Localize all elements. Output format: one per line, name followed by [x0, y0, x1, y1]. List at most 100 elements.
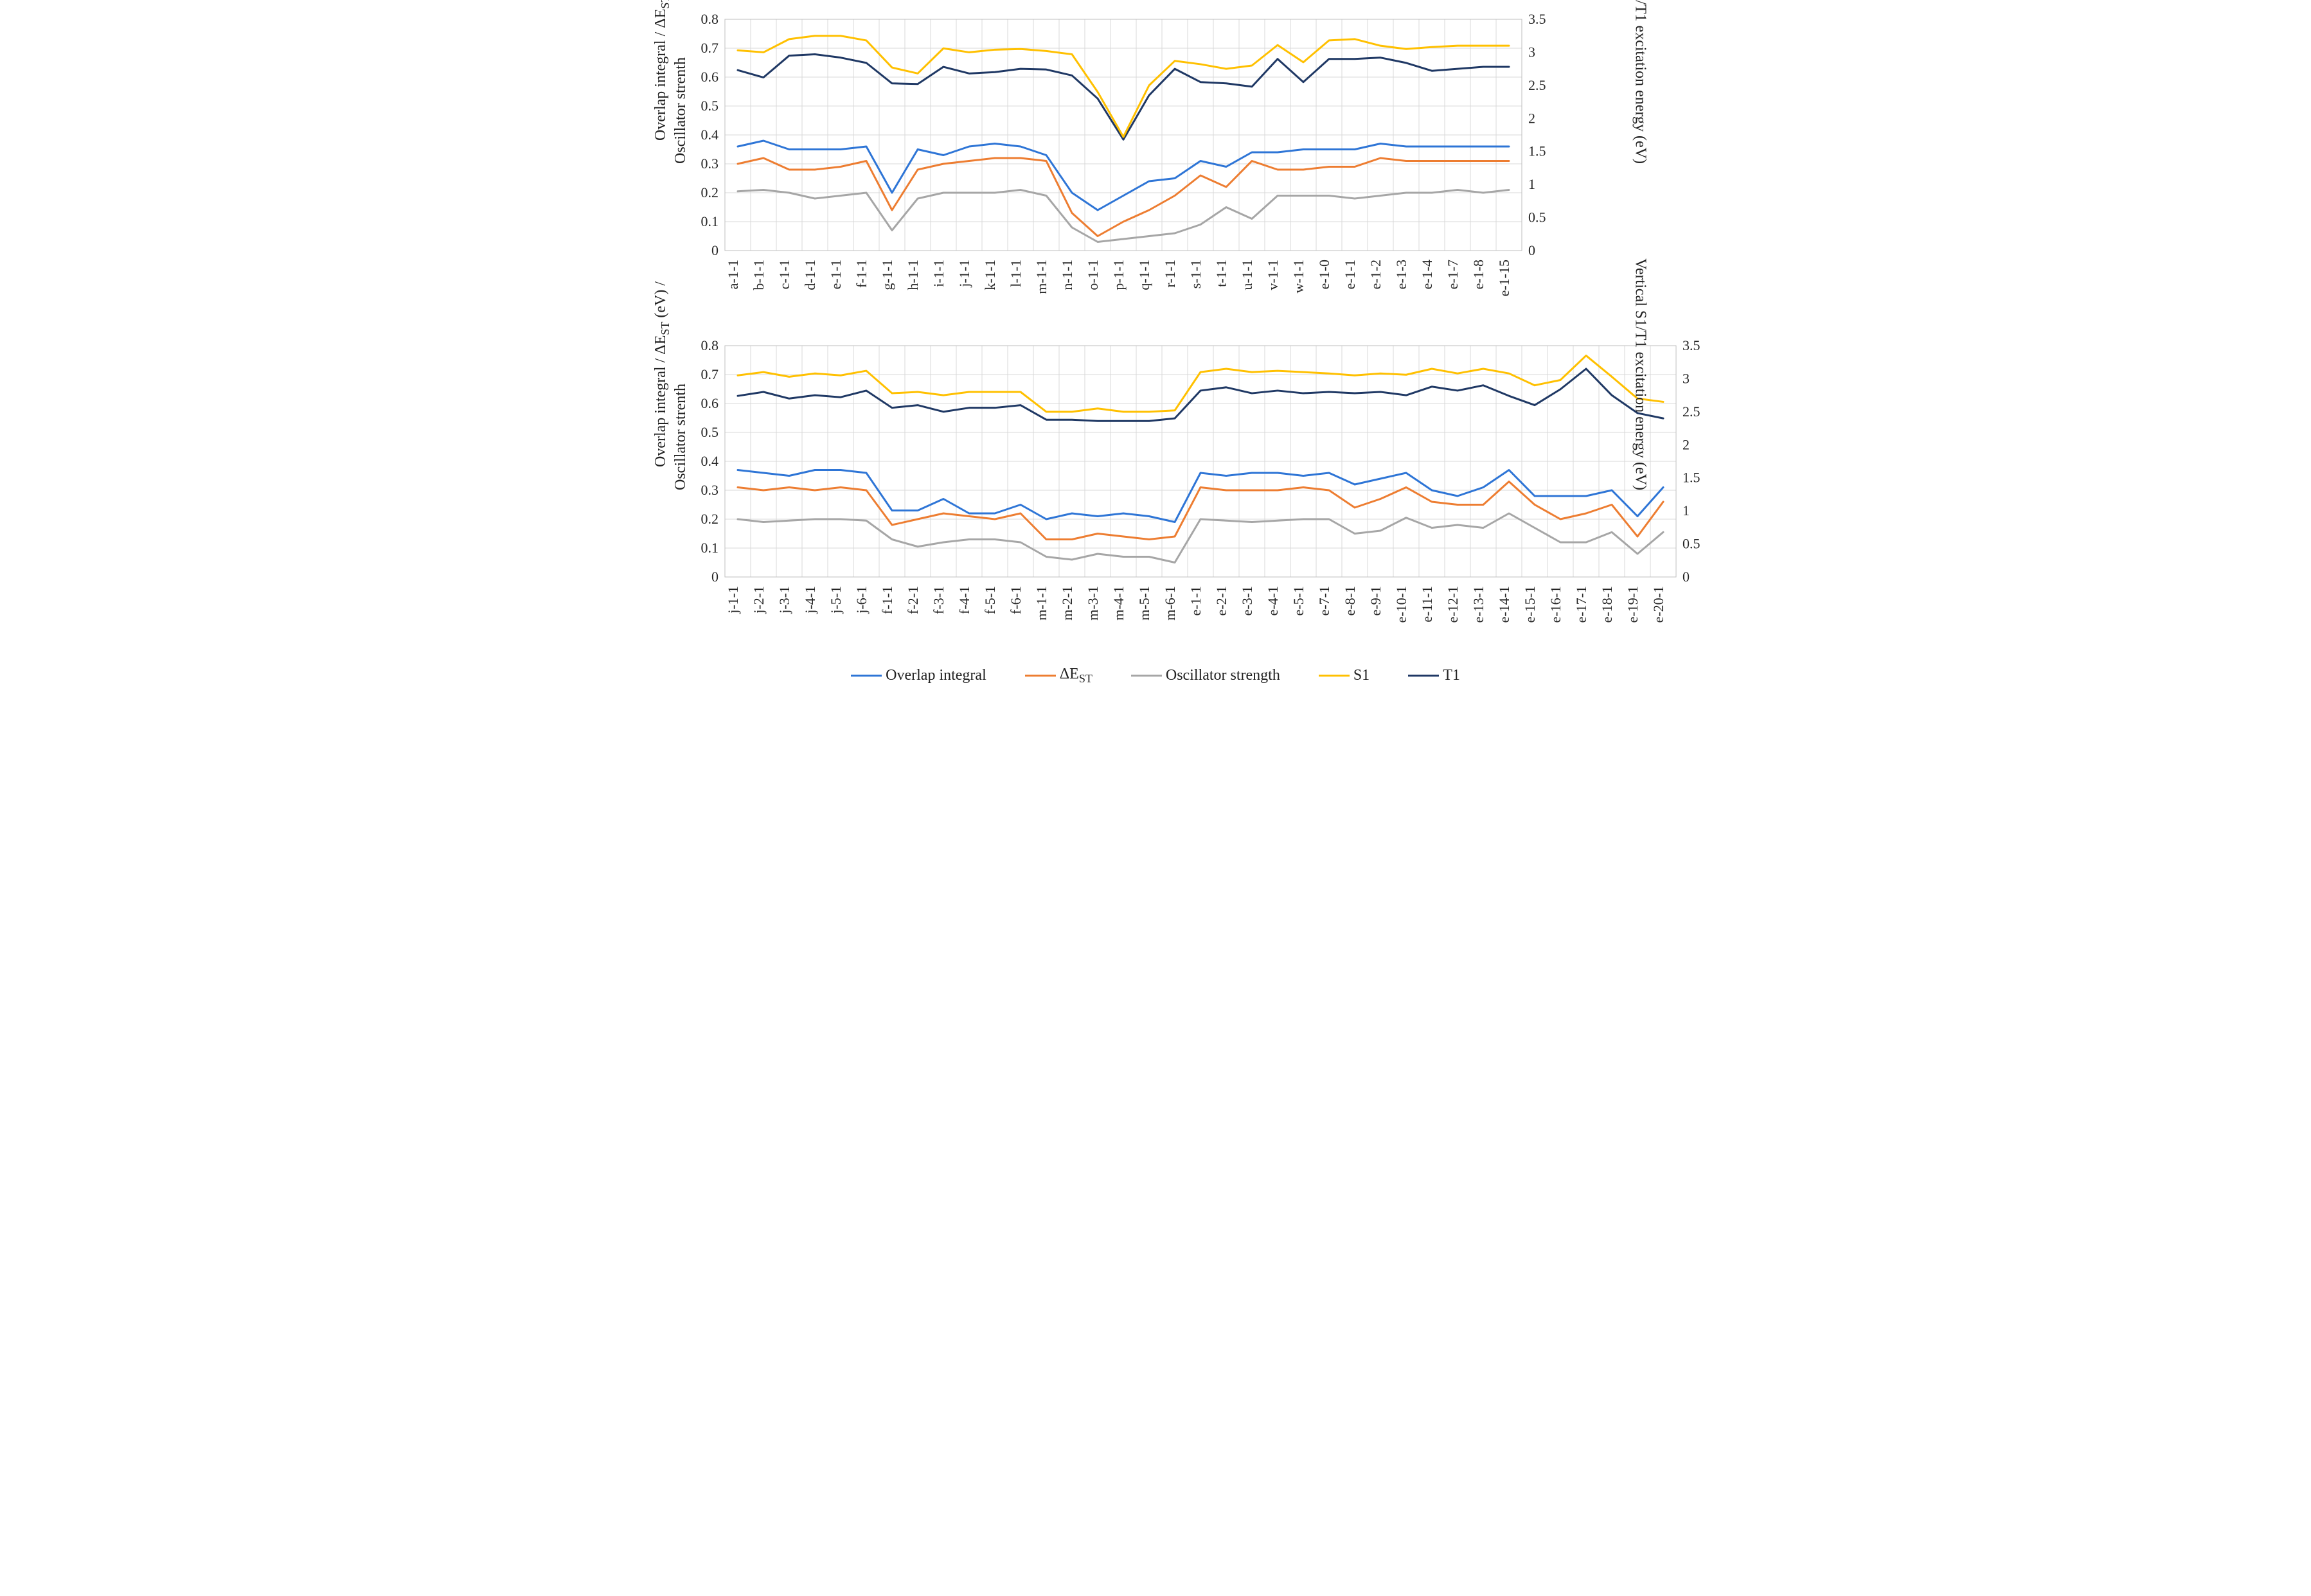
- x-label: f-5-1: [982, 586, 998, 614]
- svg-text:0: 0: [1528, 242, 1535, 258]
- x-label: t-1-1: [1213, 260, 1229, 287]
- y-left-title-top: Overlap integral / ΔEST (eV) / Oscillato…: [635, 0, 707, 164]
- x-label: f-1-1: [853, 260, 870, 288]
- chart-top: 00.10.20.30.40.50.60.70.800.511.522.533.…: [680, 13, 1567, 312]
- x-label: e-16-1: [1548, 586, 1564, 623]
- x-label: f-1-1: [879, 586, 895, 614]
- x-label: j-4-1: [802, 586, 818, 614]
- svg-text:3: 3: [1528, 44, 1535, 60]
- x-label: g-1-1: [879, 260, 895, 290]
- x-label: e-11-1: [1419, 586, 1435, 623]
- legend-label-dest: ΔEST: [1060, 666, 1093, 686]
- legend-swatch-dest: [1025, 675, 1056, 677]
- legend-label-s1: S1: [1353, 667, 1370, 684]
- x-label: m-2-1: [1059, 586, 1075, 621]
- svg-text:2: 2: [1682, 436, 1690, 452]
- x-label: e-15-1: [1522, 586, 1538, 623]
- svg-text:3.5: 3.5: [1682, 339, 1700, 353]
- svg-text:0: 0: [711, 569, 718, 585]
- x-label: s-1-1: [1188, 260, 1204, 288]
- x-label: n-1-1: [1059, 260, 1075, 290]
- svg-text:3: 3: [1682, 370, 1690, 386]
- x-label: e-1-7: [1445, 260, 1461, 289]
- svg-text:3.5: 3.5: [1528, 13, 1546, 27]
- svg-text:2: 2: [1528, 110, 1535, 126]
- x-label: m-1-1: [1033, 260, 1049, 294]
- x-label: m-6-1: [1162, 586, 1178, 621]
- x-label: w-1-1: [1290, 260, 1307, 294]
- x-label: p-1-1: [1111, 260, 1127, 290]
- x-label: k-1-1: [982, 260, 998, 290]
- chart-bottom-wrapper: Overlap integral / ΔEST (eV) / Oscillato…: [680, 339, 1631, 641]
- svg-text:0: 0: [1682, 569, 1690, 585]
- x-label: d-1-1: [802, 260, 818, 290]
- x-label: j-1-1: [956, 260, 972, 288]
- legend-swatch-t1: [1408, 675, 1439, 677]
- legend-overlap: Overlap integral: [851, 666, 986, 686]
- legend-label-osc: Oscillator strength: [1166, 667, 1280, 684]
- x-label: j-2-1: [751, 586, 767, 614]
- x-label: f-4-1: [956, 586, 972, 614]
- x-label: e-14-1: [1496, 586, 1512, 623]
- x-label: e-13-1: [1470, 586, 1486, 623]
- svg-text:0.1: 0.1: [701, 540, 719, 556]
- x-label: e-1-15: [1496, 260, 1512, 296]
- x-label: m-1-1: [1033, 586, 1049, 621]
- svg-text:0.2: 0.2: [701, 184, 719, 200]
- x-label: j-1-1: [725, 586, 741, 614]
- legend-s1: S1: [1319, 666, 1370, 686]
- chart-top-wrapper: Overlap integral / ΔEST (eV) / Oscillato…: [680, 13, 1631, 315]
- legend-label-t1: T1: [1443, 667, 1460, 684]
- x-label: e-17-1: [1573, 586, 1589, 623]
- x-label: e-1-3: [1393, 260, 1409, 289]
- svg-text:1.5: 1.5: [1528, 143, 1546, 159]
- legend-osc: Oscillator strength: [1131, 666, 1280, 686]
- legend-swatch-osc: [1131, 675, 1162, 677]
- x-label: e-1-1: [1188, 586, 1204, 616]
- x-label: e-1-2: [1368, 260, 1384, 289]
- figure: Overlap integral / ΔEST (eV) / Oscillato…: [654, 0, 1657, 692]
- x-label: e-18-1: [1599, 586, 1615, 623]
- x-label: l-1-1: [1008, 260, 1024, 287]
- x-label: e-19-1: [1625, 586, 1641, 623]
- x-label: e-1-1: [828, 260, 844, 289]
- x-label: v-1-1: [1265, 260, 1281, 290]
- x-label: m-5-1: [1136, 586, 1152, 621]
- x-label: r-1-1: [1162, 260, 1178, 288]
- x-label: e-1-8: [1470, 260, 1486, 289]
- x-label: j-5-1: [828, 586, 844, 614]
- svg-text:0: 0: [711, 242, 718, 258]
- x-label: e-3-1: [1239, 586, 1255, 616]
- x-label: q-1-1: [1136, 260, 1152, 290]
- x-label: b-1-1: [751, 260, 767, 290]
- x-label: u-1-1: [1239, 260, 1255, 290]
- x-label: m-4-1: [1111, 586, 1127, 621]
- x-label: e-4-1: [1265, 586, 1281, 616]
- x-label: f-3-1: [931, 586, 947, 614]
- svg-text:0.1: 0.1: [701, 213, 719, 229]
- legend-swatch-overlap: [851, 675, 882, 677]
- svg-text:1: 1: [1682, 502, 1690, 519]
- x-label: o-1-1: [1085, 260, 1101, 290]
- svg-text:1.5: 1.5: [1682, 470, 1700, 486]
- x-label: e-1-1: [1342, 260, 1358, 289]
- x-label: e-8-1: [1342, 586, 1358, 616]
- x-label: j-3-1: [776, 586, 792, 614]
- x-label: e-9-1: [1368, 586, 1384, 616]
- x-label: e-1-4: [1419, 260, 1435, 289]
- legend: Overlap integral ΔEST Oscillator strengt…: [680, 666, 1631, 686]
- legend-label-overlap: Overlap integral: [886, 667, 986, 684]
- chart-bottom: 00.10.20.30.40.50.60.70.800.511.522.533.…: [680, 339, 1721, 638]
- x-label: e-20-1: [1650, 586, 1666, 623]
- x-label: c-1-1: [776, 260, 792, 289]
- svg-text:2.5: 2.5: [1682, 403, 1700, 420]
- legend-t1: T1: [1408, 666, 1460, 686]
- x-label: e-12-1: [1445, 586, 1461, 623]
- x-label: f-6-1: [1008, 586, 1024, 614]
- svg-text:0.5: 0.5: [1682, 536, 1700, 552]
- y-left-title-bottom: Overlap integral / ΔEST (eV) / Oscillato…: [635, 281, 707, 490]
- svg-text:2.5: 2.5: [1528, 77, 1546, 93]
- x-label: e-10-1: [1393, 586, 1409, 623]
- y-right-title-top: Vertical S1/T1 excitation energy (eV): [1632, 0, 1649, 164]
- svg-text:1: 1: [1528, 176, 1535, 192]
